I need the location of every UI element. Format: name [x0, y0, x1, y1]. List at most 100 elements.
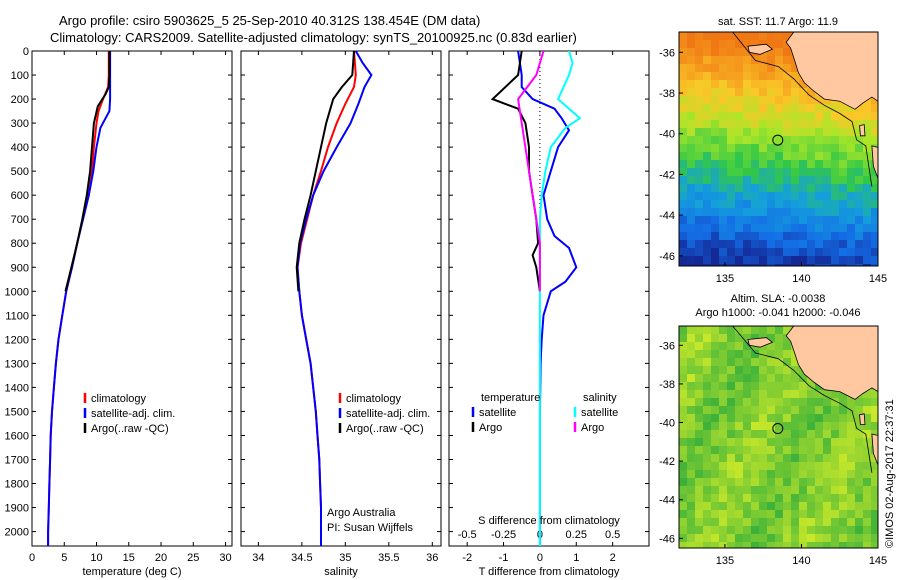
heatmap-cell: [799, 160, 808, 169]
heatmap-cell: [719, 192, 728, 201]
heatmap-cell: [775, 48, 784, 57]
imos-credit: ©IMOS 02-Aug-2017 22:37:31: [884, 399, 896, 548]
heatmap-cell: [767, 518, 776, 527]
heatmap-cell: [759, 232, 768, 241]
heatmap-cell: [807, 494, 816, 503]
heatmap-cell: [847, 240, 856, 249]
heatmap-cell: [767, 232, 776, 241]
heatmap-cell: [759, 398, 768, 407]
heatmap-cell: [783, 510, 792, 519]
heatmap-cell: [839, 224, 848, 233]
heatmap-cell: [791, 446, 800, 455]
heatmap-cell: [679, 200, 688, 209]
heatmap-cell: [743, 216, 752, 225]
heatmap-cell: [695, 200, 704, 209]
heatmap-cell: [863, 494, 872, 503]
temperature-axes-frame: [31, 50, 233, 547]
series-line-argo: [490, 51, 541, 292]
heatmap-cell: [783, 264, 792, 266]
heatmap-cell: [775, 184, 784, 193]
heatmap-cell: [823, 414, 832, 423]
heatmap-cell: [679, 192, 688, 201]
sla-map-panel: Altim. SLA: -0.0038 Argo h1000: -0.041 h…: [659, 293, 887, 567]
heatmap-cell: [759, 406, 768, 415]
heatmap-cell: [799, 446, 808, 455]
heatmap-cell: [791, 144, 800, 153]
heatmap-cell: [839, 104, 848, 113]
heatmap-cell: [871, 406, 878, 415]
heatmap-cell: [799, 152, 808, 161]
heatmap-cell: [759, 208, 768, 217]
heatmap-cell: [735, 160, 744, 169]
legend-label: satellite-adj. clim.: [91, 408, 175, 420]
heatmap-cell: [839, 486, 848, 495]
heatmap-cell: [855, 240, 864, 249]
heatmap-cell: [703, 398, 712, 407]
heatmap-cell: [743, 390, 752, 399]
heatmap-cell: [831, 422, 840, 431]
heatmap-cell: [751, 232, 760, 241]
sla-map-title-line2: Argo h1000: -0.041 h2000: -0.046: [695, 307, 860, 319]
heatmap-cell: [767, 96, 776, 105]
heatmap-cell: [783, 454, 792, 463]
heatmap-cell: [719, 398, 728, 407]
heatmap-cell: [743, 406, 752, 415]
heatmap-cell: [855, 256, 864, 265]
heatmap-cell: [775, 200, 784, 209]
heatmap-cell: [767, 486, 776, 495]
heatmap-cell: [815, 518, 824, 527]
heatmap-cell: [679, 398, 688, 407]
heatmap-cell: [711, 438, 720, 447]
heatmap-cell: [687, 144, 696, 153]
heatmap-cell: [687, 518, 696, 527]
heatmap-cell: [735, 152, 744, 161]
heatmap-cell: [791, 128, 800, 137]
heatmap-cell: [703, 542, 712, 548]
heatmap-cell: [727, 446, 736, 455]
difference-legend: temperature salinity satellite Argo satellit…: [471, 392, 618, 434]
heatmap-cell: [783, 160, 792, 169]
temperature-profile-panel: 0100200300400500600700800900100011001200…: [5, 46, 233, 578]
heatmap-cell: [751, 184, 760, 193]
heatmap-cell: [847, 120, 856, 129]
heatmap-cell: [855, 510, 864, 519]
heatmap-cell: [695, 414, 704, 423]
heatmap-cell: [711, 430, 720, 439]
heatmap-cell: [727, 510, 736, 519]
heatmap-cell: [855, 224, 864, 233]
heatmap-cell: [815, 248, 824, 257]
heatmap-cell: [727, 144, 736, 153]
heatmap-cell: [783, 96, 792, 105]
heatmap-cell: [799, 494, 808, 503]
heatmap-cell: [775, 240, 784, 249]
heatmap-cell: [807, 438, 816, 447]
heatmap-cell: [687, 374, 696, 383]
heatmap-cell: [679, 414, 688, 423]
heatmap-cell: [679, 494, 688, 503]
heatmap-cell: [783, 56, 792, 65]
heatmap-cell: [767, 264, 776, 266]
heatmap-cell: [695, 486, 704, 495]
heatmap-cell: [767, 446, 776, 455]
heatmap-cell: [855, 120, 864, 129]
depth-tick-label: 300: [11, 118, 29, 130]
heatmap-cell: [823, 216, 832, 225]
heatmap-cell: [831, 510, 840, 519]
heatmap-cell: [791, 438, 800, 447]
heatmap-cell: [823, 264, 832, 266]
heatmap-cell: [735, 32, 744, 41]
heatmap-cell: [855, 494, 864, 503]
heatmap-cell: [711, 120, 720, 129]
heatmap-cell: [791, 374, 800, 383]
heatmap-cell: [719, 422, 728, 431]
heatmap-cell: [799, 534, 808, 543]
heatmap-cell: [807, 88, 816, 97]
series-line-satellite: [517, 51, 578, 546]
heatmap-cell: [831, 152, 840, 161]
heatmap-cell: [727, 382, 736, 391]
land-tasmania: [871, 145, 878, 180]
heatmap-cell: [711, 398, 720, 407]
depth-tick-label: 1400: [5, 382, 29, 394]
heatmap-cell: [679, 64, 688, 73]
heatmap-cell: [719, 176, 728, 185]
